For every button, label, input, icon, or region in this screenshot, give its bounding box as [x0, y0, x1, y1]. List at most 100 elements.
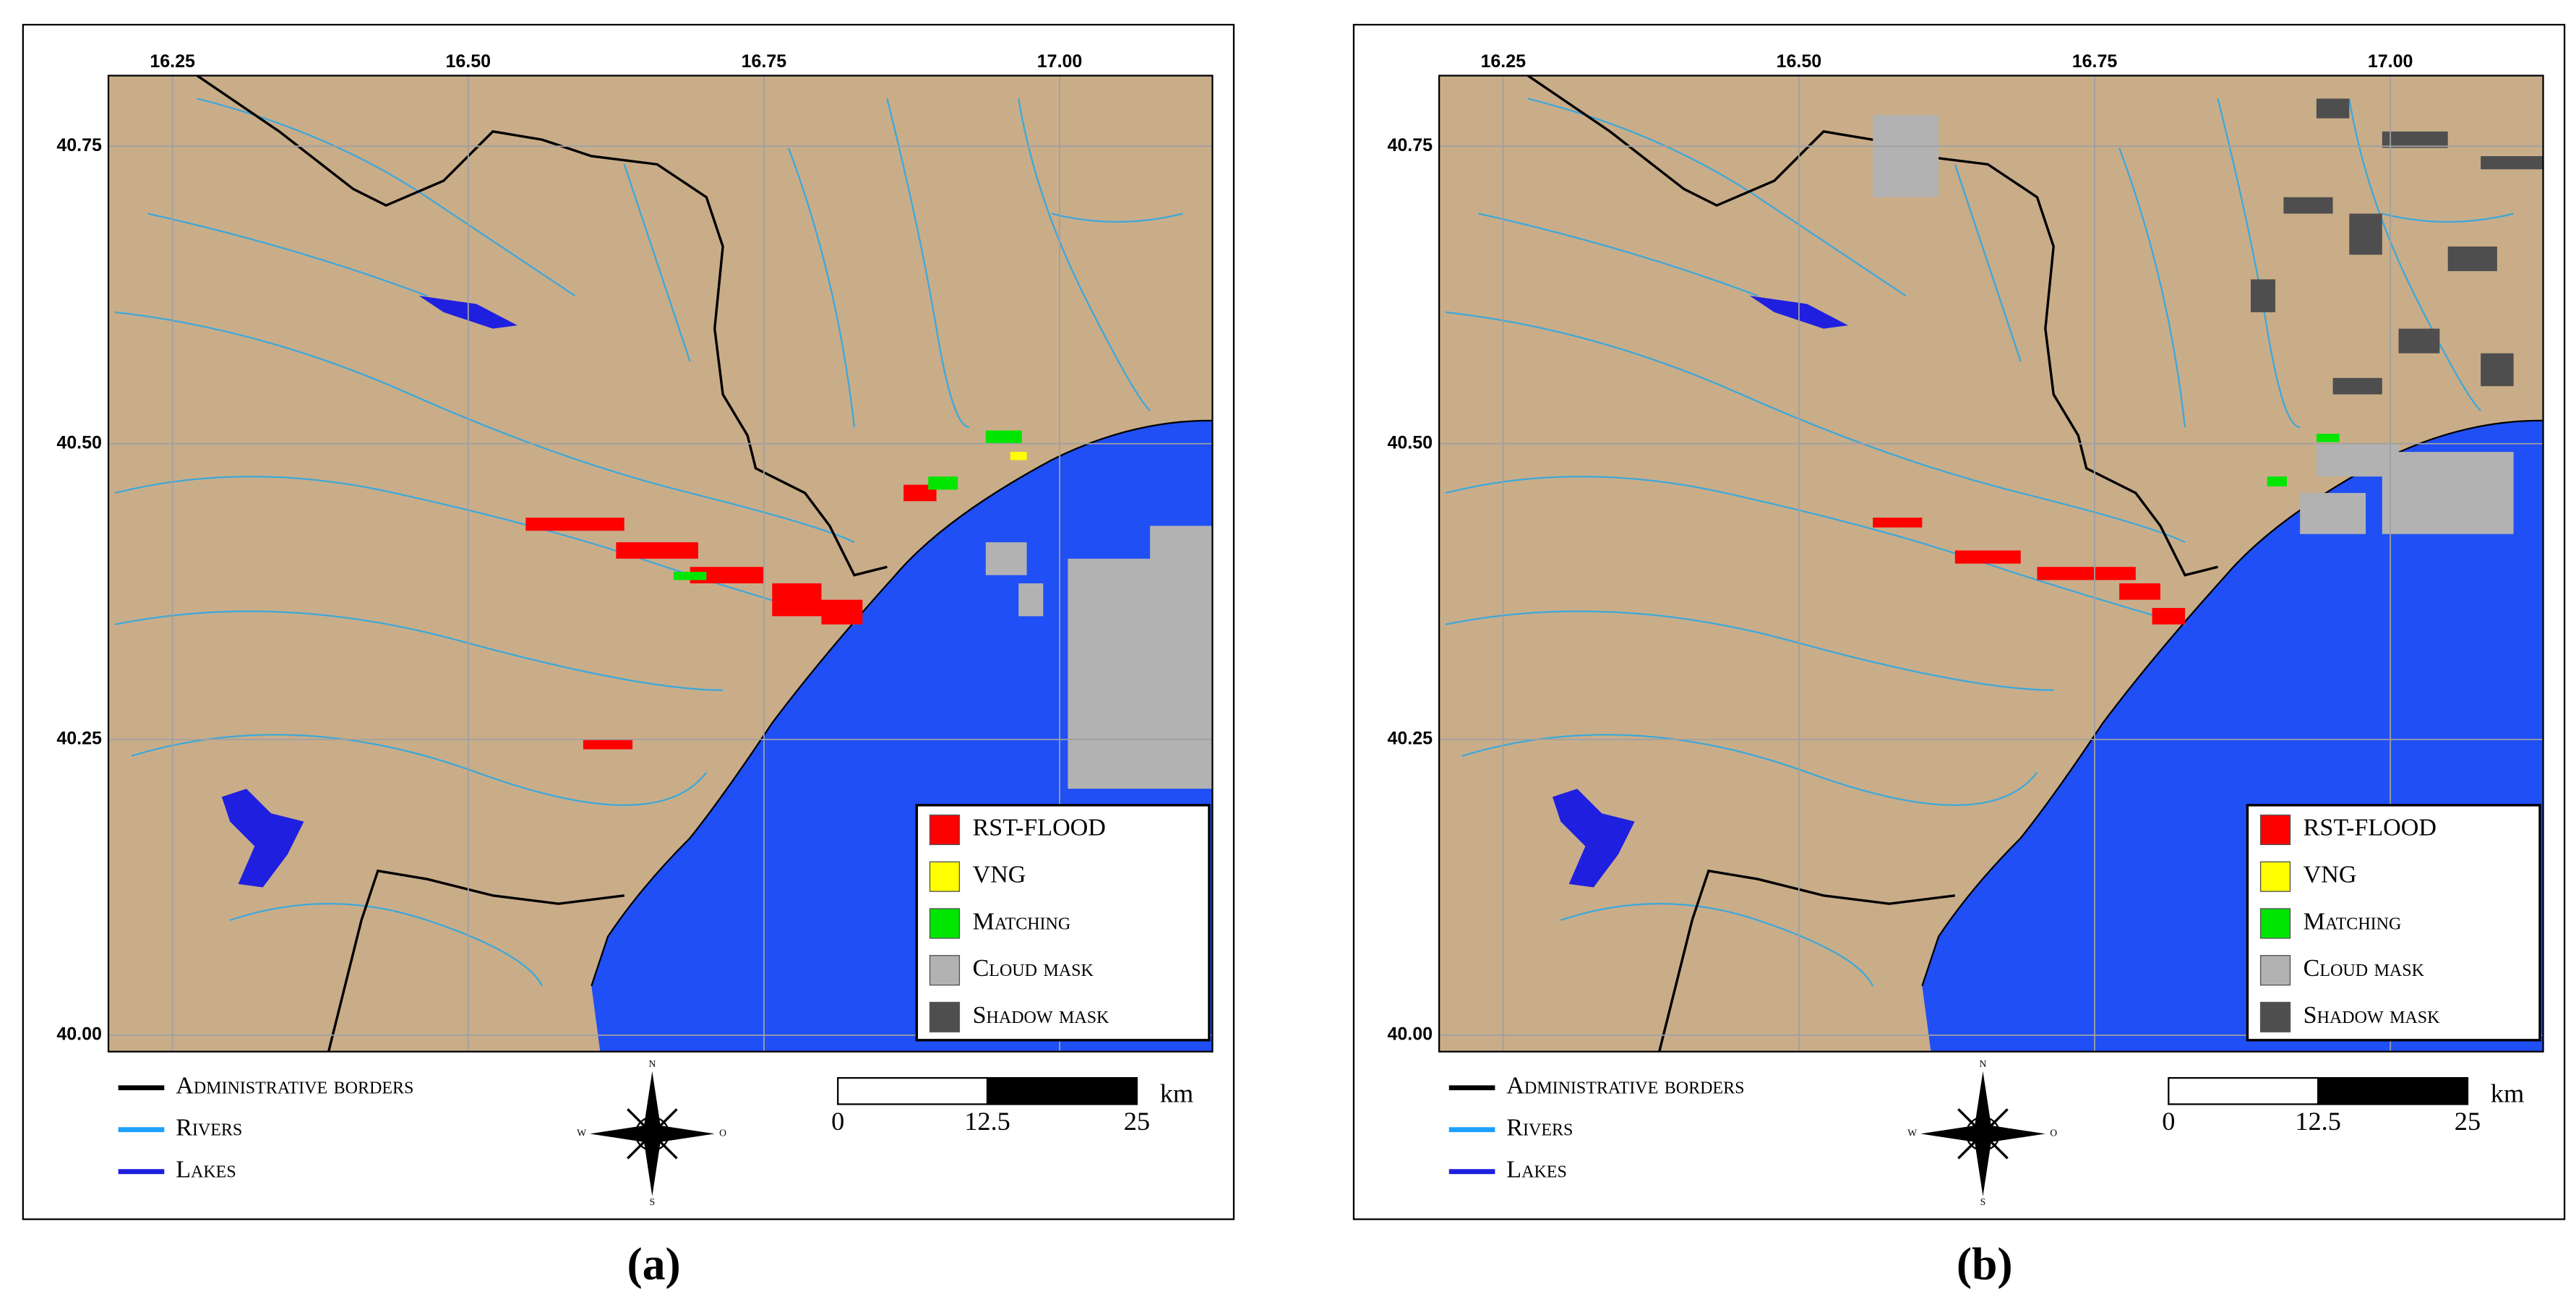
y-tick-label: 40.50: [56, 432, 102, 453]
river: [131, 734, 708, 806]
panel: 16.25 16.50 16.75 17.00 40.75 40.50 40.25 40.00…: [22, 24, 1235, 1289]
cloud-mask: [2300, 492, 2366, 534]
legend-swatch: [2259, 861, 2291, 892]
cloud-mask: [1068, 558, 1213, 789]
shadow-mask: [2481, 353, 2514, 387]
lake: [221, 789, 304, 888]
x-tick-label: 17.00: [1037, 51, 1083, 72]
flood-match: [673, 572, 707, 580]
scale-bar: [2168, 1076, 2319, 1105]
river: [1461, 734, 2038, 806]
flood-rst: [2037, 567, 2136, 580]
x-tick-label: 17.00: [2368, 51, 2413, 72]
river: [1560, 903, 1874, 987]
legend-swatch: [2259, 814, 2291, 846]
admin-border: [196, 75, 888, 577]
cloud-mask: [1873, 115, 1939, 197]
scale-label: 0: [2162, 1107, 2175, 1136]
x-tick-label: 16.75: [2072, 51, 2118, 72]
river: [623, 163, 691, 362]
compass: [1957, 1108, 2009, 1160]
river: [787, 147, 856, 428]
legend-swatch: [2259, 1001, 2291, 1033]
river: [147, 213, 428, 297]
legend-label: Cloud mask: [973, 955, 1094, 982]
map-legend-label: Administrative borders: [176, 1073, 413, 1100]
legend-label: Shadow mask: [2304, 1002, 2440, 1029]
flood-rst: [525, 518, 624, 531]
y-tick-label: 40.75: [1387, 135, 1433, 155]
river: [114, 311, 855, 544]
scale-label: 12.5: [964, 1107, 1010, 1136]
compass-letter: N: [648, 1058, 656, 1069]
compass-letter: W: [1907, 1128, 1917, 1139]
admin-border: [327, 869, 624, 1052]
scale-unit: km: [1160, 1079, 1193, 1107]
scale-bar: [986, 1076, 1138, 1105]
legend-swatch: [2259, 908, 2291, 939]
river: [2348, 98, 2481, 412]
y-tick-label: 40.25: [1387, 728, 1433, 748]
shadow-mask: [2332, 377, 2382, 395]
flood-rst: [616, 542, 699, 559]
flood-match: [928, 476, 958, 490]
scale-label: 12.5: [2295, 1107, 2341, 1136]
legend-label: Matching: [973, 908, 1071, 935]
flood-match: [2316, 434, 2340, 442]
panel: 16.25 16.50 16.75 17.00 40.75 40.50 40.25 40.00…: [1352, 24, 2566, 1289]
legend-label: Cloud mask: [2304, 955, 2425, 982]
shadow-mask: [2398, 328, 2440, 353]
shadow-mask: [2349, 213, 2382, 255]
flood-match: [2267, 476, 2287, 487]
river: [1051, 213, 1183, 223]
map-frame: [107, 74, 1214, 1053]
scale-unit: km: [2491, 1079, 2524, 1107]
map-legend-label: Lakes: [176, 1156, 236, 1183]
cloud-mask: [2382, 452, 2514, 534]
legend-swatch: [2259, 955, 2291, 986]
river: [2118, 147, 2186, 428]
legend-box: [915, 804, 1211, 1042]
river: [1445, 476, 2186, 625]
compass: [1965, 1116, 2001, 1152]
compass-letter: W: [577, 1128, 586, 1139]
y-tick-label: 40.50: [1387, 432, 1433, 453]
legend-box: [2246, 804, 2541, 1042]
map-legend-label: Rivers: [176, 1115, 242, 1141]
legend-swatch: [929, 955, 961, 986]
cloud-mask: [985, 542, 1027, 575]
scale-label: 25: [2455, 1107, 2481, 1136]
river: [1478, 213, 1759, 297]
legend-label: RST-FLOOD: [973, 815, 1106, 841]
y-tick-label: 40.00: [56, 1024, 102, 1045]
shadow-mask: [2250, 279, 2276, 312]
x-tick-label: 16.50: [446, 51, 491, 72]
lake: [1552, 789, 1635, 888]
river: [1527, 98, 1907, 297]
flood-rst: [772, 583, 822, 617]
legend-label: Shadow mask: [973, 1002, 1109, 1029]
scale-label: 25: [1124, 1107, 1150, 1136]
legend-label: RST-FLOOD: [2304, 815, 2437, 841]
scale-label: 0: [831, 1107, 844, 1136]
flood-rst: [2152, 608, 2186, 625]
river: [1954, 163, 2022, 362]
flood-vng: [1010, 452, 1027, 460]
x-tick-label: 16.50: [1777, 51, 1822, 72]
map-legend-label: Lakes: [1506, 1156, 1567, 1183]
compass: [627, 1108, 678, 1160]
shadow-mask: [2481, 155, 2543, 170]
river: [1445, 610, 2054, 691]
map-frame: [1438, 74, 2544, 1053]
shadow-mask: [2447, 246, 2497, 272]
shadow-mask: [2382, 131, 2448, 148]
flood-rst: [2119, 583, 2160, 600]
y-tick-label: 40.75: [56, 135, 102, 155]
flood-rst: [1873, 518, 1923, 528]
legend-label: VNG: [2304, 861, 2357, 888]
compass: [635, 1116, 670, 1152]
y-tick-label: 40.25: [56, 728, 102, 748]
compass-letter: S: [650, 1196, 656, 1207]
